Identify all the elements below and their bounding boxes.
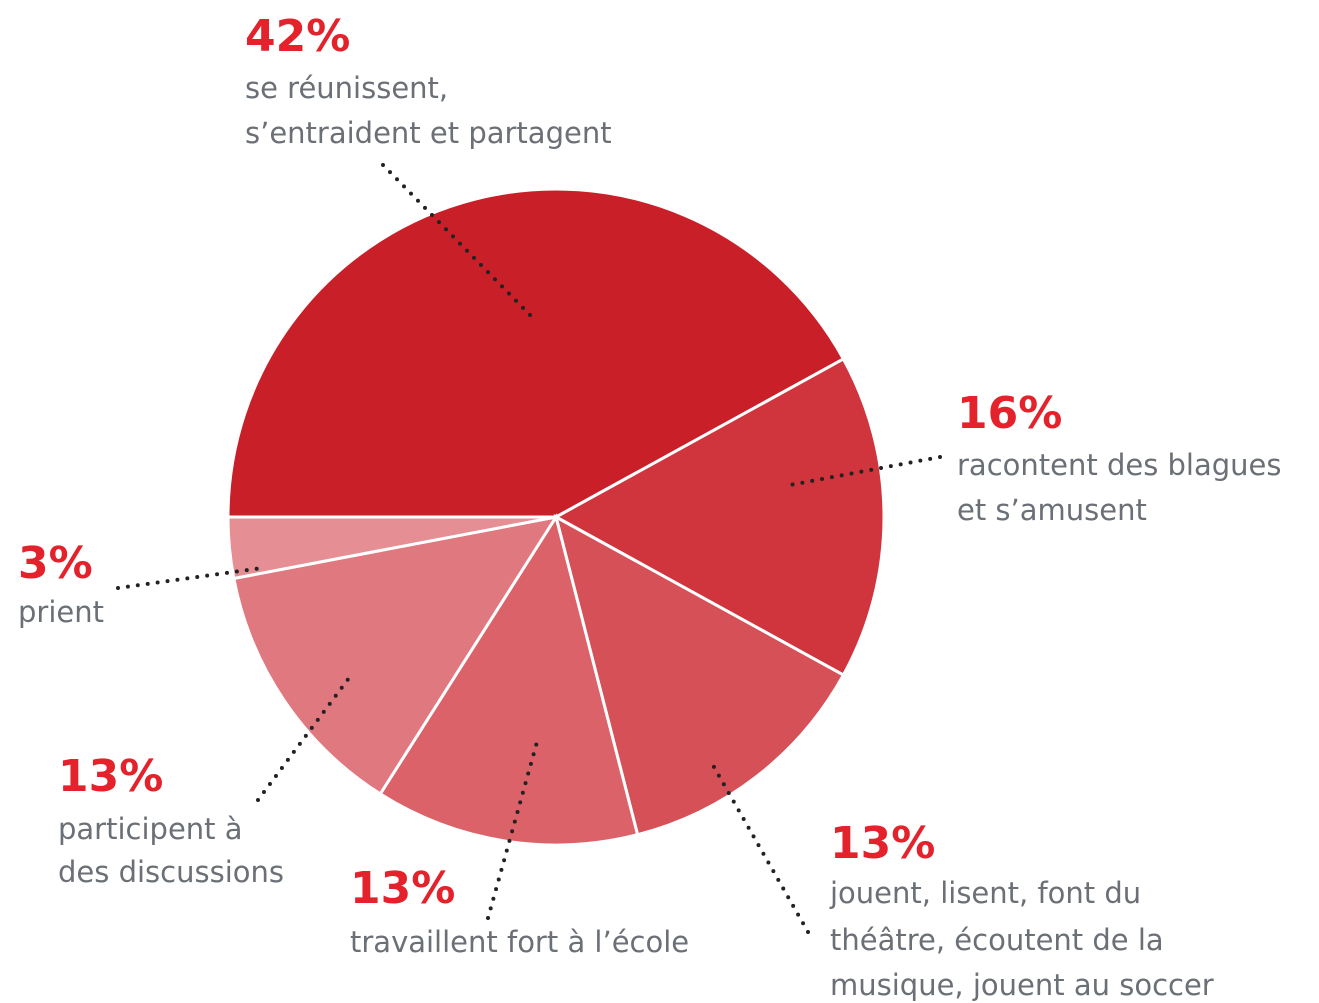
pie-slice <box>378 513 640 847</box>
pie-slice <box>553 514 846 837</box>
leader-line <box>116 566 264 590</box>
category-label: travaillent fort à l’école <box>350 925 689 959</box>
leader-line <box>256 672 354 802</box>
pie-slice <box>226 187 846 519</box>
pie-slice <box>552 356 886 678</box>
category-label: jouent, lisent, font du <box>829 876 1141 910</box>
value-label: 3% <box>18 538 93 589</box>
value-label: 13% <box>58 751 163 802</box>
category-label: musique, jouent au soccer <box>830 968 1214 1002</box>
leader-line <box>708 758 810 934</box>
category-label: se réunissent, <box>245 71 448 105</box>
value-label: 16% <box>957 388 1062 439</box>
category-label: participent à <box>58 812 243 846</box>
category-label: théâtre, écoutent de la <box>830 923 1164 957</box>
value-label: 13% <box>350 863 455 914</box>
pie-slice <box>232 514 560 797</box>
category-label: s’entraident et partagent <box>245 116 612 150</box>
value-label: 13% <box>830 818 935 869</box>
category-label: racontent des blagues <box>957 448 1282 482</box>
category-label: des discussions <box>58 855 284 889</box>
value-label: 42% <box>245 11 350 62</box>
category-label: prient <box>18 595 104 629</box>
category-label: et s’amusent <box>957 493 1147 527</box>
pie-slice <box>226 515 557 581</box>
leader-line <box>486 740 539 920</box>
